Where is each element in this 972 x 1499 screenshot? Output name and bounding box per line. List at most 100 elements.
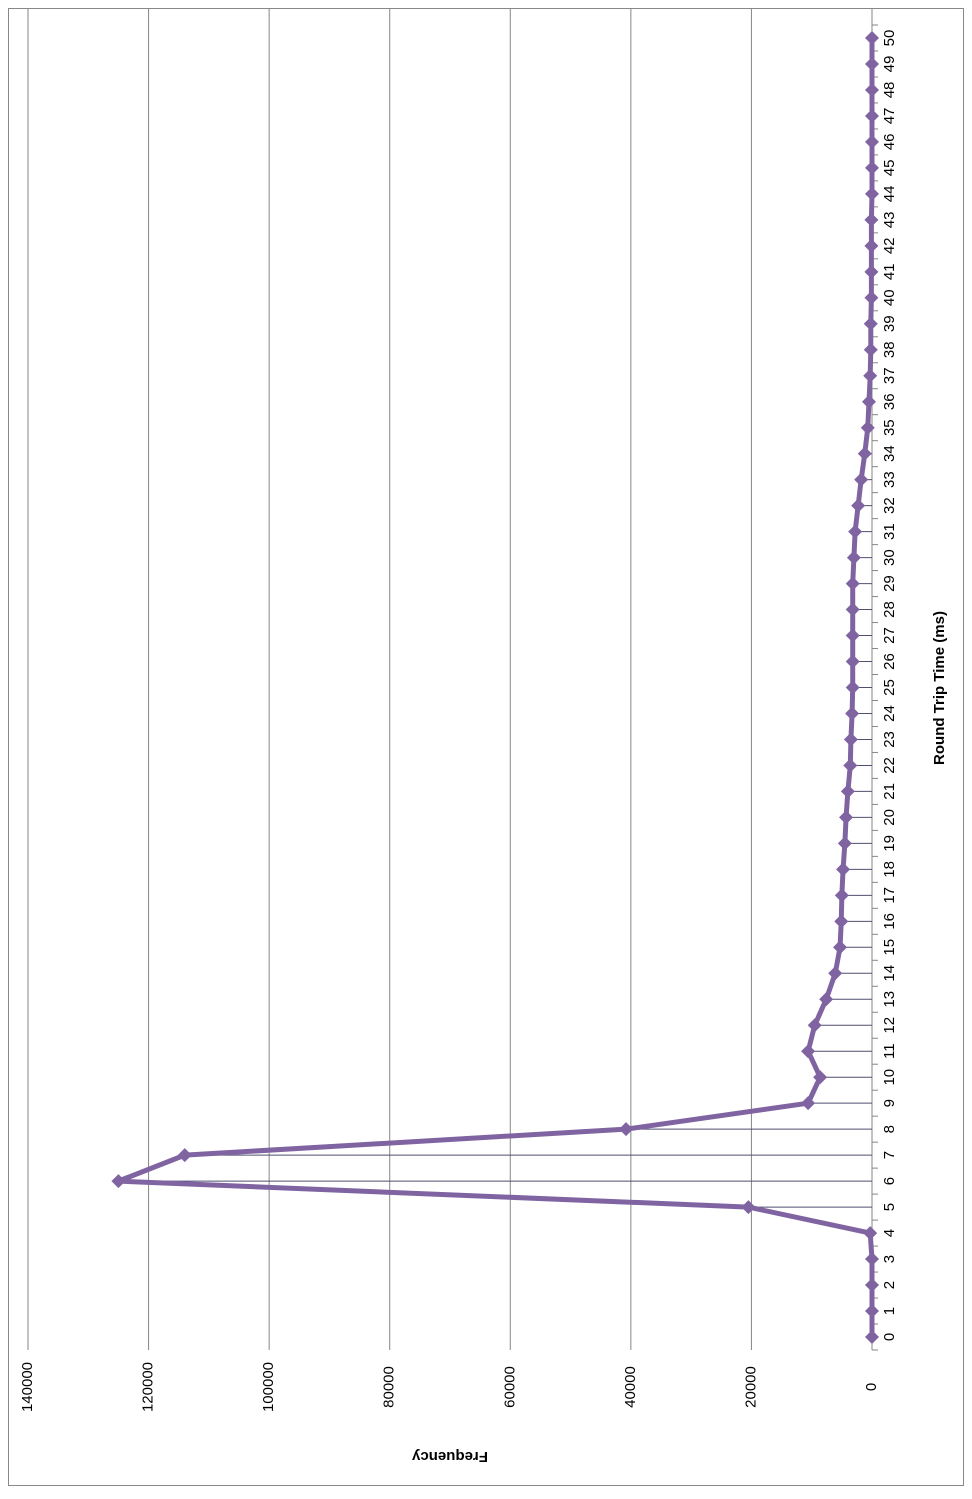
- marker: [851, 498, 866, 513]
- x-tick-label: 9: [881, 1099, 898, 1107]
- x-tick-label: 44: [881, 186, 898, 203]
- marker: [845, 576, 860, 591]
- marker: [839, 810, 854, 825]
- marker: [836, 862, 851, 877]
- marker: [813, 1070, 828, 1085]
- marker: [864, 238, 879, 253]
- x-tick-label: 23: [881, 731, 898, 748]
- marker: [860, 420, 875, 435]
- x-tick-label: 5: [881, 1203, 898, 1211]
- x-axis-title: Round Trip Time (ms): [931, 611, 948, 765]
- marker: [865, 31, 879, 45]
- marker: [845, 602, 860, 617]
- y-tick-label: 80000: [381, 1366, 398, 1408]
- marker: [801, 1044, 816, 1059]
- x-tick-label: 18: [881, 861, 898, 878]
- y-tick-label: 60000: [501, 1366, 518, 1408]
- x-tick-label: 48: [881, 82, 898, 99]
- marker: [857, 446, 872, 461]
- marker: [845, 706, 860, 721]
- marker: [865, 186, 879, 201]
- x-tick-label: 29: [881, 575, 898, 592]
- marker: [846, 550, 861, 565]
- marker: [845, 680, 860, 695]
- x-tick-label: 34: [881, 445, 898, 462]
- marker: [861, 394, 876, 409]
- x-tick-label: 35: [881, 419, 898, 436]
- x-tick-label: 2: [881, 1281, 898, 1289]
- x-tick-label: 28: [881, 601, 898, 618]
- marker: [865, 1252, 879, 1267]
- marker: [854, 472, 869, 487]
- x-tick-label: 32: [881, 497, 898, 514]
- marker: [863, 342, 878, 357]
- marker: [865, 82, 879, 97]
- marker: [837, 836, 852, 851]
- marker: [864, 212, 879, 227]
- marker: [828, 966, 843, 981]
- x-tick-label: 6: [881, 1177, 898, 1185]
- marker: [111, 1174, 126, 1189]
- x-tick-label: 27: [881, 627, 898, 644]
- marker: [865, 1330, 879, 1344]
- x-tick-label: 0: [881, 1333, 898, 1341]
- marker: [848, 524, 863, 539]
- x-tick-label: 17: [881, 887, 898, 904]
- marker: [864, 264, 879, 279]
- x-tick-label: 37: [881, 367, 898, 384]
- marker: [741, 1200, 756, 1215]
- marker: [833, 940, 848, 955]
- marker: [819, 992, 834, 1007]
- marker: [865, 108, 879, 123]
- x-tick-label: 49: [881, 56, 898, 73]
- x-tick-label: 8: [881, 1125, 898, 1133]
- x-tick-label: 41: [881, 263, 898, 280]
- x-tick-label: 16: [881, 913, 898, 930]
- x-tick-label: 43: [881, 212, 898, 229]
- y-axis-title: Frequency: [411, 1448, 488, 1465]
- marker: [801, 1096, 816, 1111]
- x-tick-label: 45: [881, 160, 898, 177]
- marker: [865, 1278, 879, 1293]
- x-tick-label: 50: [881, 30, 898, 47]
- x-tick-label: 1: [881, 1307, 898, 1315]
- y-tick-label: 100000: [260, 1362, 277, 1412]
- x-tick-label: 47: [881, 108, 898, 125]
- marker: [865, 56, 879, 71]
- marker: [807, 1018, 822, 1033]
- x-tick-label: 10: [881, 1069, 898, 1086]
- x-tick-label: 14: [881, 965, 898, 982]
- y-tick-label: 140000: [19, 1362, 36, 1412]
- x-tick-label: 36: [881, 393, 898, 410]
- x-tick-label: 31: [881, 523, 898, 540]
- marker: [845, 654, 860, 669]
- x-tick-label: 7: [881, 1151, 898, 1159]
- x-tick-label: 15: [881, 939, 898, 956]
- marker: [863, 368, 878, 383]
- marker: [840, 784, 855, 799]
- marker: [863, 1226, 878, 1241]
- y-tick-label: 20000: [742, 1366, 759, 1408]
- x-tick-label: 42: [881, 237, 898, 254]
- x-tick-label: 19: [881, 835, 898, 852]
- marker: [834, 914, 849, 929]
- y-tick-label: 40000: [622, 1366, 639, 1408]
- marker: [177, 1148, 192, 1163]
- marker: [865, 160, 879, 175]
- x-tick-label: 20: [881, 809, 898, 826]
- marker: [865, 1304, 879, 1319]
- x-tick-label: 40: [881, 289, 898, 306]
- x-tick-label: 33: [881, 471, 898, 488]
- x-tick-label: 46: [881, 134, 898, 151]
- marker: [619, 1122, 634, 1137]
- x-tick-label: 26: [881, 653, 898, 670]
- x-tick-label: 30: [881, 549, 898, 566]
- marker: [863, 316, 878, 331]
- marker: [864, 290, 879, 305]
- x-tick-label: 3: [881, 1255, 898, 1263]
- x-tick-label: 11: [881, 1043, 898, 1059]
- x-tick-label: 38: [881, 341, 898, 358]
- x-tick-label: 12: [881, 1017, 898, 1034]
- x-tick-label: 21: [881, 783, 898, 800]
